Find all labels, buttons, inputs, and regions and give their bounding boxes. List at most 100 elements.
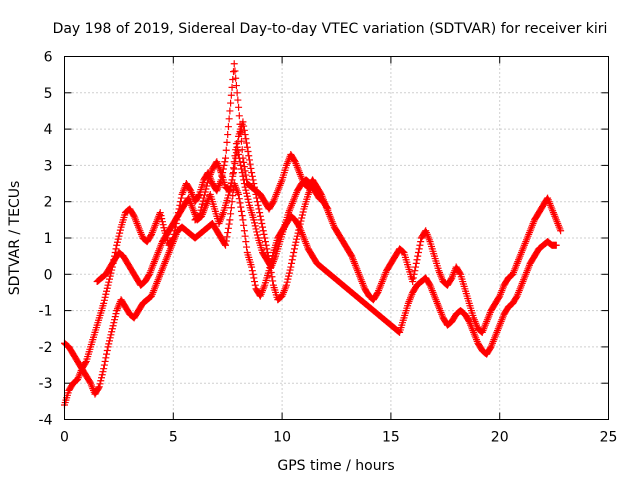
data-point	[103, 287, 111, 295]
series-track-a	[61, 60, 565, 409]
data-point	[267, 268, 275, 276]
grid	[64, 56, 609, 420]
data-point	[115, 232, 123, 240]
data-point	[253, 198, 261, 206]
data-point	[202, 185, 210, 193]
y-tick-label: 3	[44, 158, 53, 174]
data-point	[261, 238, 269, 246]
data-point	[198, 203, 206, 211]
data-point	[239, 118, 247, 126]
data-point	[108, 328, 116, 336]
data-point	[252, 190, 260, 198]
data-point	[186, 186, 194, 194]
data-point	[313, 183, 321, 191]
data-point	[236, 158, 244, 166]
data-point	[261, 234, 269, 242]
data-point	[260, 230, 268, 238]
data-point	[248, 172, 256, 180]
data-point	[103, 347, 111, 355]
data-point	[246, 160, 254, 168]
data-point	[259, 227, 267, 235]
data-point	[425, 280, 433, 288]
data-point	[291, 241, 299, 249]
data-point	[103, 284, 111, 292]
chart-title: Day 198 of 2019, Sidereal Day-to-day VTE…	[53, 21, 608, 37]
data-point	[244, 195, 252, 203]
data-point	[242, 135, 250, 143]
data-point	[112, 310, 120, 318]
data-point	[235, 103, 243, 111]
data-point	[285, 269, 293, 277]
data-point	[225, 186, 233, 194]
data-point	[232, 74, 240, 82]
data-point	[224, 224, 232, 232]
data-point	[409, 274, 417, 282]
data-point	[234, 138, 242, 146]
data-point	[416, 241, 424, 249]
data-point	[196, 209, 204, 217]
data-point	[225, 220, 233, 228]
data-point	[195, 192, 203, 200]
data-point	[245, 152, 253, 160]
series-track-d	[191, 118, 321, 304]
y-tick-label: -4	[39, 413, 53, 429]
data-point	[241, 131, 249, 139]
data-point	[200, 191, 208, 199]
y-axis-label: SDTVAR / TECUs	[7, 181, 23, 296]
data-point	[158, 215, 166, 223]
data-point	[198, 200, 206, 208]
data-point	[235, 190, 243, 198]
data-point	[259, 223, 267, 231]
data-point	[200, 194, 208, 202]
data-point	[103, 350, 111, 358]
data-point	[250, 274, 258, 282]
data-point	[227, 210, 235, 218]
data-point	[227, 204, 235, 212]
data-point	[223, 233, 231, 241]
data-point	[242, 238, 250, 246]
data-point	[95, 383, 103, 391]
data-point	[227, 180, 235, 188]
data-point	[100, 296, 108, 304]
data-point	[97, 374, 105, 382]
data-point	[229, 172, 237, 180]
data-point	[104, 281, 112, 289]
data-point	[101, 357, 109, 365]
data-point	[399, 248, 407, 256]
data-point	[235, 112, 243, 120]
data-point	[96, 380, 104, 388]
data-point	[225, 115, 233, 123]
data-point	[255, 205, 263, 213]
x-tick-label: 25	[600, 430, 618, 446]
plot-frame	[64, 56, 609, 420]
data-point	[108, 325, 116, 333]
data-point	[237, 161, 245, 169]
data-point	[290, 245, 298, 253]
data-point	[227, 99, 235, 107]
data-point	[251, 187, 259, 195]
data-point	[293, 232, 301, 240]
data-point	[106, 272, 114, 280]
data-point	[245, 198, 253, 206]
data-point	[293, 235, 301, 243]
data-point	[264, 252, 272, 260]
data-point	[241, 232, 249, 240]
data-point	[237, 165, 245, 173]
data-point	[283, 278, 291, 286]
data-point	[236, 199, 244, 207]
data-point	[203, 182, 211, 190]
data-point	[98, 371, 106, 379]
data-point	[414, 249, 422, 257]
data-point	[238, 169, 246, 177]
data-point	[227, 183, 235, 191]
data-point	[266, 260, 274, 268]
data-point	[264, 249, 272, 257]
data-point	[195, 213, 203, 221]
data-point	[160, 224, 168, 232]
data-point	[251, 183, 259, 191]
data-point	[229, 192, 237, 200]
data-point	[256, 212, 264, 220]
data-point	[263, 245, 271, 253]
data-point	[251, 219, 259, 227]
data-point	[224, 123, 232, 131]
